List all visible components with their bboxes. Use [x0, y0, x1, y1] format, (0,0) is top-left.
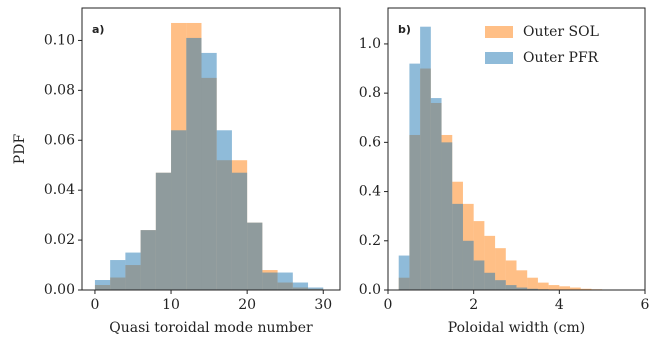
histogram-bar — [452, 203, 463, 290]
histogram-bar — [140, 230, 156, 290]
y-tick-label: 0.10 — [44, 32, 75, 48]
histogram-bar — [110, 260, 126, 290]
y-tick-label: 0.08 — [44, 82, 75, 98]
histogram-bar — [247, 222, 263, 290]
x-tick-label: 30 — [314, 297, 332, 313]
y-tick-label: 0.00 — [44, 282, 75, 298]
panel-label: a) — [92, 23, 104, 36]
axes-frame — [387, 7, 646, 291]
histogram-bar — [559, 286, 571, 290]
x-tick-label: 10 — [162, 297, 180, 313]
y-tick-label: 0.02 — [44, 232, 75, 248]
y-tick-label: 0.6 — [359, 134, 381, 150]
histogram-bar — [484, 272, 496, 290]
histogram-bar — [409, 63, 421, 290]
histogram-bar — [125, 252, 141, 290]
histogram-bar — [430, 98, 442, 290]
histogram-bar — [231, 172, 248, 290]
y-tick-label: 0.04 — [44, 182, 75, 198]
histogram-bar — [308, 287, 324, 290]
axes-frame — [81, 7, 341, 291]
histogram-bar — [570, 287, 581, 290]
histogram-bar — [94, 280, 111, 290]
legend-label: Outer PFR — [523, 50, 599, 66]
histogram-bar — [548, 285, 560, 290]
histogram-bar — [201, 52, 217, 291]
histogram-bar — [441, 142, 453, 290]
histogram-bar — [186, 37, 202, 291]
histogram-bar — [505, 285, 517, 290]
y-tick-label: 1.0 — [359, 36, 381, 52]
histogram-bar — [277, 272, 293, 290]
x-tick-label: 20 — [238, 297, 256, 313]
legend-swatch — [485, 52, 513, 64]
y-tick-label: 0.2 — [359, 233, 381, 249]
y-axis-label: PDF — [12, 134, 28, 165]
histogram-bar — [505, 260, 517, 290]
histogram-bar — [398, 255, 410, 290]
panel-label: b) — [398, 23, 411, 36]
x-tick-label: 4 — [555, 297, 564, 313]
x-tick-label: 0 — [90, 297, 99, 313]
histogram-bar — [292, 282, 309, 290]
histogram-bar — [216, 130, 232, 290]
histogram-bar — [420, 26, 431, 291]
y-tick-label: 0.8 — [359, 85, 381, 101]
histogram-bar — [473, 260, 485, 290]
x-axis-label: Poloidal width (cm) — [448, 320, 585, 336]
histogram-bar — [473, 221, 485, 290]
histogram-bar — [262, 272, 278, 290]
x-axis-label: Quasi toroidal mode number — [109, 320, 313, 336]
x-tick-label: 6 — [641, 297, 650, 313]
legend-label: Outer SOL — [523, 24, 599, 40]
histogram-bar — [516, 287, 528, 290]
x-tick-label: 0 — [384, 297, 393, 313]
histogram-bar — [462, 240, 474, 290]
y-tick-label: 0.4 — [359, 184, 381, 200]
histogram-bar — [527, 277, 538, 290]
x-tick-label: 2 — [469, 297, 478, 313]
histogram-bar — [171, 130, 187, 290]
histogram-bar — [155, 172, 172, 290]
histogram-bar — [484, 235, 496, 290]
histogram-bar — [516, 270, 528, 290]
histogram-bar — [495, 280, 506, 290]
y-tick-label: 0.06 — [44, 132, 75, 148]
y-tick-label: 0.0 — [359, 282, 381, 298]
legend-swatch — [485, 26, 513, 38]
histogram-bar — [580, 288, 592, 290]
histogram-bar — [537, 282, 549, 290]
histogram-bar — [527, 288, 538, 290]
histogram-bar — [495, 248, 506, 290]
